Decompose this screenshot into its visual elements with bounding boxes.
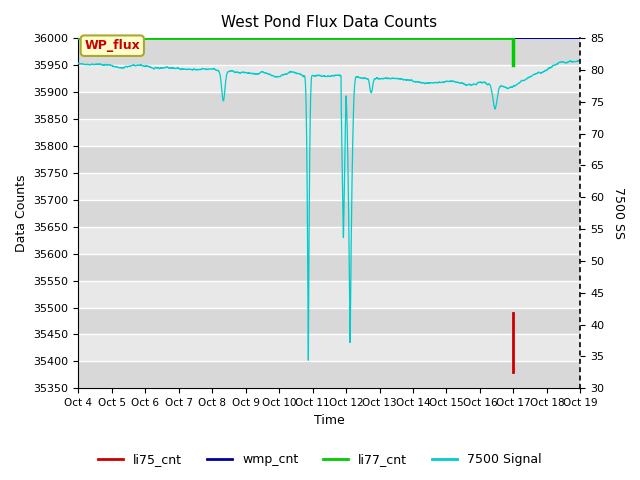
Bar — [79, 146, 580, 173]
X-axis label: Time: Time — [314, 414, 345, 427]
Bar — [79, 253, 580, 281]
Text: WP_flux: WP_flux — [84, 39, 140, 52]
Bar — [79, 361, 580, 388]
Bar — [79, 38, 580, 65]
Y-axis label: 7500 SS: 7500 SS — [612, 187, 625, 239]
Bar — [79, 308, 580, 335]
Legend: li75_cnt, wmp_cnt, li77_cnt, 7500 Signal: li75_cnt, wmp_cnt, li77_cnt, 7500 Signal — [93, 448, 547, 471]
Title: West Pond Flux Data Counts: West Pond Flux Data Counts — [221, 15, 437, 30]
Bar — [79, 92, 580, 119]
Y-axis label: Data Counts: Data Counts — [15, 174, 28, 252]
Bar — [79, 200, 580, 227]
